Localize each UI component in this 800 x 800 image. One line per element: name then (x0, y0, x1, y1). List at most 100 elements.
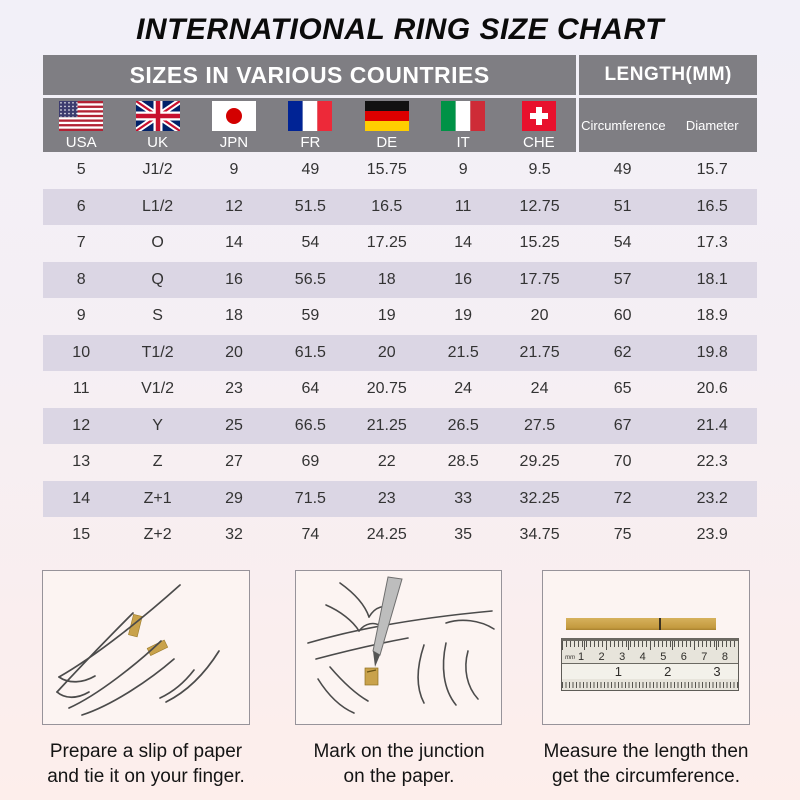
table-header-row-sections: SIZES IN VARIOUS COUNTRIES LENGTH(MM) (43, 55, 758, 98)
size-cell: 54 (301, 234, 320, 252)
switzerland-flag-icon (521, 101, 556, 131)
size-cell: S (152, 307, 163, 325)
ring-size-table: SIZES IN VARIOUS COUNTRIES LENGTH(MM) (43, 55, 758, 554)
ruler-inch-number: 1 (614, 664, 623, 679)
column-header-usa: USA (43, 96, 120, 152)
size-cell: 20 (530, 307, 549, 325)
table-row: 11 V1/2 23 64 20.75 24 24 65 20.6 (43, 371, 757, 408)
size-cell: 67 (613, 416, 632, 434)
size-cell: O (151, 234, 164, 252)
column-header-fr: FR (272, 96, 349, 152)
size-cell: 59 (301, 307, 320, 325)
size-cell: 15.75 (366, 161, 407, 179)
size-cell: 19.8 (696, 343, 728, 361)
ruler-cm-number: 8 (721, 650, 728, 663)
column-header-it: IT (424, 96, 502, 152)
ruler-cm-number: 6 (680, 650, 687, 663)
usa-flag-icon (59, 101, 104, 131)
ruler-inch-number: 3 (713, 664, 721, 679)
ruler-cm-number: 4 (639, 650, 646, 663)
size-cell: 60 (613, 307, 632, 325)
size-cell: 33 (454, 489, 473, 507)
size-cell: 12 (225, 197, 243, 215)
ruler-cm-number: 5 (660, 650, 667, 663)
size-cell: 54 (613, 234, 632, 252)
size-cell: 18.9 (696, 307, 728, 325)
size-cell: 26.5 (447, 416, 479, 434)
hand-with-paper-strip-illustration (56, 584, 220, 716)
size-cell: 69 (301, 453, 320, 471)
caption-line: Mark on the junction (313, 741, 485, 762)
ruler-inch-numbers: 1 2 3 (562, 664, 738, 679)
size-cell: 16.5 (371, 197, 403, 215)
country-label: JPN (219, 134, 249, 151)
ruler-inch-ticks (562, 679, 738, 688)
size-cell: 21.5 (447, 343, 479, 361)
table-row: 12 Y 25 66.5 21.25 26.5 27.5 67 21.4 (43, 407, 758, 444)
size-cell: Y (152, 416, 163, 434)
caption-mark-junction: Mark on the junction on the paper. (274, 739, 524, 789)
size-cell: Z (152, 453, 163, 471)
size-cell: 20 (377, 343, 396, 361)
column-header-circumference: Circumference (576, 96, 668, 152)
instruction-box-prepare-paper (42, 570, 250, 725)
size-cell: 65 (613, 380, 632, 398)
size-cell: 17.3 (696, 234, 728, 252)
sizes-section-header: SIZES IN VARIOUS COUNTRIES (43, 55, 578, 98)
size-cell: J1/2 (142, 161, 173, 179)
size-cell: 15 (72, 526, 91, 544)
caption-line: and tie it on your finger. (47, 766, 245, 788)
size-cell: 22.3 (696, 453, 728, 471)
size-cell: 19 (377, 307, 396, 325)
size-cell: 35 (454, 526, 473, 544)
caption-measure-length: Measure the length then get the circumfe… (521, 739, 771, 789)
ruler-unit-label: mm (565, 655, 575, 661)
size-cell: 10 (72, 343, 91, 361)
size-cell: 64 (301, 380, 320, 398)
table-row: 14 Z+1 29 71.5 23 33 32.25 72 23.2 (43, 480, 758, 517)
table-row: 10 T1/2 20 61.5 20 21.5 21.75 62 19.8 (43, 334, 758, 371)
size-cell: 25 (225, 416, 243, 434)
size-cell: 66.5 (294, 416, 326, 434)
size-cell: 21.75 (519, 343, 560, 361)
size-table-body: 5 J1/2 9 49 15.75 9 9.5 49 15.7 6 L1/2 12 51.5 16.5 11… (43, 152, 758, 554)
instruction-box-mark-junction (295, 570, 502, 725)
size-cell: 29 (225, 489, 243, 507)
size-cell: 14 (454, 234, 473, 252)
size-cell: 21.25 (366, 416, 407, 434)
size-cell: 23 (225, 380, 243, 398)
size-cell: 18.1 (696, 270, 728, 288)
size-cell: 62 (613, 343, 632, 361)
france-flag-icon (288, 101, 333, 131)
size-cell: V1/2 (141, 380, 175, 398)
size-cell: 32 (225, 526, 243, 544)
table-row: 9 S 18 59 19 19 20 60 18.9 (43, 298, 757, 335)
table-row: 8 Q 16 56.5 18 16 17.75 57 18.1 (43, 261, 758, 298)
size-cell: 57 (613, 270, 632, 288)
ruler-inch-number: 2 (664, 664, 672, 679)
size-cell: 24.25 (366, 526, 407, 544)
size-cell: 61.5 (294, 343, 326, 361)
size-cell: 9 (229, 161, 239, 179)
size-cell: 21.4 (696, 416, 728, 434)
size-cell: 16 (225, 270, 243, 288)
size-cell: 24 (454, 380, 473, 398)
caption-line: Measure the length then (543, 741, 749, 762)
size-cell: 13 (72, 453, 91, 471)
size-cell: 49 (301, 161, 320, 179)
size-cell: 15.25 (519, 234, 560, 252)
length-section-header: LENGTH(MM) (576, 55, 758, 98)
column-header-diameter: Diameter (667, 96, 758, 152)
size-cell: Q (151, 270, 164, 288)
size-cell: 71.5 (294, 489, 326, 507)
size-cell: 12.75 (519, 197, 560, 215)
size-cell: 6 (76, 197, 86, 215)
caption-line: Prepare a slip of paper (49, 741, 243, 762)
size-cell: 16.5 (696, 197, 728, 215)
table-row: 15 Z+2 32 74 24.25 35 34.75 75 23.9 (43, 517, 757, 554)
caption-line: get the circumference. (552, 766, 740, 788)
paper-strip-graphic (566, 618, 716, 630)
